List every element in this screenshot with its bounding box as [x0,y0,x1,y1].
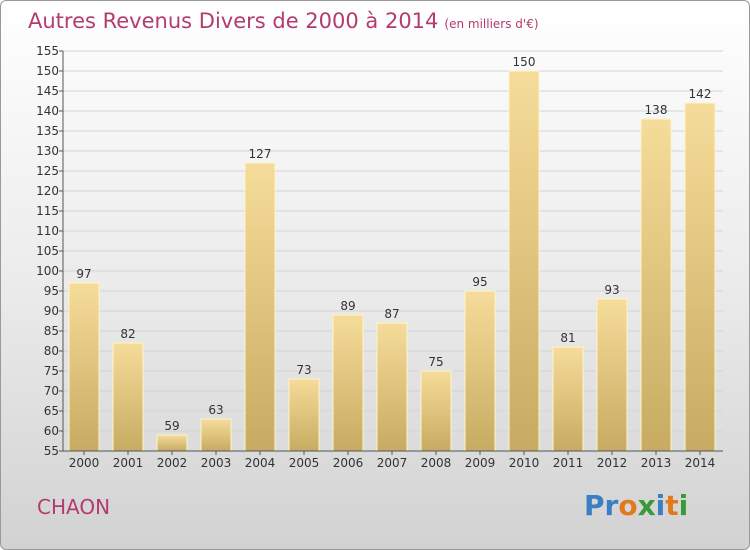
y-tick-label: 145 [36,84,59,98]
axes [59,50,723,455]
bar-value-label: 89 [340,299,355,313]
y-tick-label: 105 [36,244,59,258]
x-tick-label: 2012 [597,456,628,470]
bar [464,290,496,452]
x-tick-label: 2002 [157,456,188,470]
bar-value-label: 87 [384,307,399,321]
logo-letter: P [584,489,605,522]
bar [420,370,452,452]
y-tick-label: 80 [44,344,59,358]
x-tick-label: 2007 [377,456,408,470]
y-tick-label: 130 [36,144,59,158]
y-tick-label: 60 [44,424,59,438]
bar [68,282,100,452]
y-tick-label: 55 [44,444,59,458]
y-tick-label: 85 [44,324,59,338]
x-tick-label: 2005 [289,456,320,470]
logo-letter: i [655,489,666,522]
x-tick-label: 2010 [509,456,540,470]
bar-value-label: 63 [208,403,223,417]
bar-value-label: 138 [645,103,668,117]
bar [640,118,672,452]
bar [244,162,276,452]
y-tick-label: 70 [44,384,59,398]
city-name: CHAON [37,495,111,519]
y-tick-label: 155 [36,44,59,58]
bar [684,102,716,452]
bar-value-label: 95 [472,275,487,289]
y-tick-label: 125 [36,164,59,178]
y-tick-label: 140 [36,104,59,118]
logo-letter: r [604,489,619,522]
bar [112,342,144,452]
x-tick-label: 2008 [421,456,452,470]
bar-value-label: 142 [689,87,712,101]
y-tick-label: 75 [44,364,59,378]
x-tick-label: 2011 [553,456,584,470]
bar [156,434,188,452]
bars [68,70,716,452]
bar [552,346,584,452]
y-tick-label: 115 [36,204,59,218]
bar-value-label: 81 [560,331,575,345]
logo-letter: o [618,489,638,522]
y-tick-label: 135 [36,124,59,138]
proxiti-logo: Proxiti [584,489,688,522]
y-tick-label: 120 [36,184,59,198]
x-tick-label: 2014 [685,456,716,470]
chart-title-text: Autres Revenus Divers de 2000 à 2014 [28,9,439,33]
bar [596,298,628,452]
bar [288,378,320,452]
bar-value-label: 59 [164,419,179,433]
bar [376,322,408,452]
bar-value-label: 82 [120,327,135,341]
chart-title: Autres Revenus Divers de 2000 à 2014 (en … [28,9,539,33]
x-tick-label: 2009 [465,456,496,470]
y-tick-label: 90 [44,304,59,318]
x-tick-label: 2000 [69,456,100,470]
x-tick-label: 2006 [333,456,364,470]
logo-letter: x [637,489,656,522]
logo-letter: t [665,489,679,522]
bar [508,70,540,452]
logo-letter: i [678,489,689,522]
chart-title-unit: (en milliers d'€) [444,17,539,31]
y-tick-label: 100 [36,264,59,278]
y-tick-label: 110 [36,224,59,238]
bar-value-label: 93 [604,283,619,297]
x-tick-label: 2013 [641,456,672,470]
bar-value-label: 127 [249,147,272,161]
y-tick-label: 150 [36,64,59,78]
bar [200,418,232,452]
bar-value-label: 150 [513,55,536,69]
y-tick-label: 95 [44,284,59,298]
x-tick-label: 2004 [245,456,276,470]
bar-value-label: 73 [296,363,311,377]
bar-value-label: 75 [428,355,443,369]
labels: 55 60 65 70 75 80 85 90 95 100 105 110 115 120 125 130 1… [36,44,715,470]
x-tick-label: 2001 [113,456,144,470]
bar [332,314,364,452]
bar-value-label: 97 [76,267,91,281]
y-tick-label: 65 [44,404,59,418]
x-tick-label: 2003 [201,456,232,470]
